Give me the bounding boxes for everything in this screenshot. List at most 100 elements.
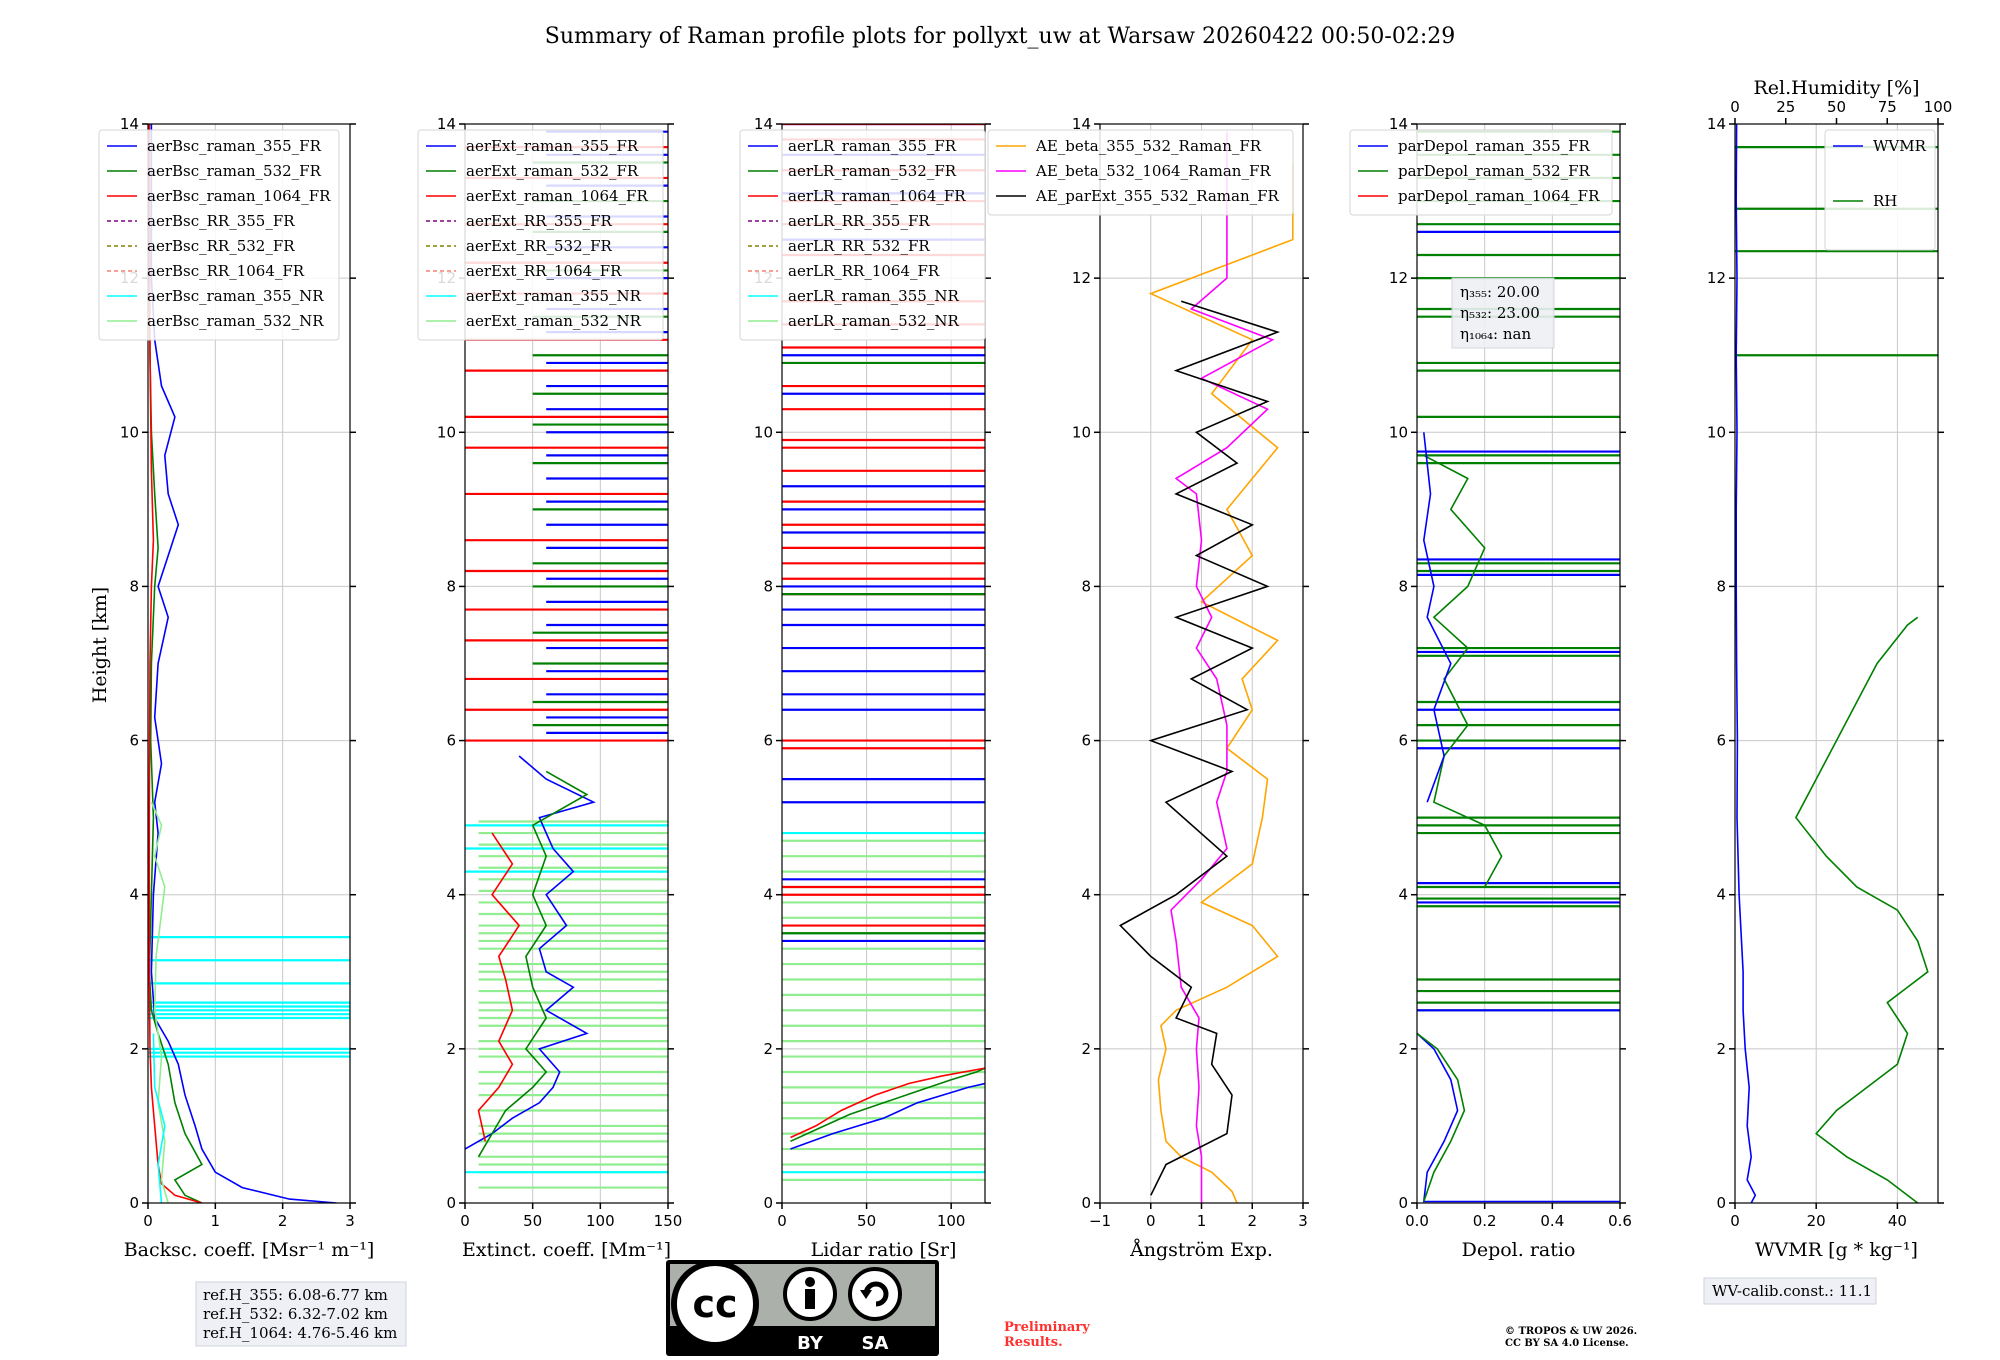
- y-tick-label: 2: [129, 1040, 139, 1058]
- legend-box: [987, 129, 1294, 216]
- legend-label: aerExt_RR_532_FR: [466, 237, 613, 255]
- wv-calib-box: WV-calib.const.: 11.1: [1703, 1277, 1877, 1305]
- legend-label: RH: [1873, 192, 1897, 210]
- legend-label: aerLR_raman_532_NR: [788, 312, 959, 330]
- y-tick-label: 12: [1389, 269, 1408, 287]
- series-line-parDepol_raman_355_FR_upper: [1422, 432, 1452, 803]
- legend: aerExt_raman_355_FR aerExt_raman_532_FRae…: [417, 129, 664, 341]
- series-line-aerExt_raman_355_FR: [465, 755, 596, 1150]
- plot-area: [148, 124, 350, 1203]
- y-tick-label: 6: [1716, 732, 1726, 750]
- series-line-RH: [1794, 616, 1929, 1203]
- legend-label: parDepol_raman_1064_FR: [1398, 187, 1600, 205]
- x-tick-label: 2: [1247, 1212, 1257, 1230]
- y-tick-label: 12: [1707, 269, 1726, 287]
- y-tick-label: 4: [1398, 886, 1408, 904]
- y-tick-label: 10: [1072, 423, 1091, 441]
- y-tick-label: 8: [129, 577, 139, 595]
- series-line-AE_beta_532_1064_Raman_FR: [1170, 131, 1275, 1203]
- copyright-note: © TROPOS & UW 2026. CC BY SA 4.0 License…: [1505, 1326, 1637, 1349]
- y-tick-label: 6: [1398, 732, 1408, 750]
- legend-box: [98, 129, 340, 341]
- eta-355: η₃₅₅: 20.00: [1460, 283, 1540, 301]
- y-tick-label: 6: [1081, 732, 1091, 750]
- y-tick-label: 14: [437, 115, 456, 133]
- series-line-aerBsc_raman_355_NR: [152, 1033, 166, 1203]
- legend-label: aerBsc_RR_355_FR: [147, 212, 295, 230]
- y-tick-label: 14: [1072, 115, 1091, 133]
- plot-area: [1118, 131, 1294, 1203]
- legend-label: aerLR_raman_355_NR: [788, 287, 959, 305]
- series-line-parDepol_raman_532_FR_upper: [1423, 454, 1503, 888]
- x-tick-label: 20: [1807, 1212, 1826, 1230]
- ref-height-355: ref.H_355: 6.08-6.77 km: [203, 1286, 388, 1304]
- x-axis-label: Depol. ratio: [1462, 1239, 1576, 1261]
- legend-label: aerExt_raman_532_NR: [466, 312, 642, 330]
- x-tick-label: 0: [143, 1212, 153, 1230]
- series-line-aerLR_raman_1064_FR: [790, 1067, 985, 1139]
- ref-height-box: ref.H_355: 6.08-6.77 km ref.H_532: 6.32-…: [195, 1281, 407, 1347]
- eta-1064: η₁₀₆₄: nan: [1460, 325, 1531, 343]
- y-tick-label: 8: [446, 577, 456, 595]
- x-tick-label: 3: [1298, 1212, 1308, 1230]
- axes-frame: [781, 123, 986, 1204]
- series-line-aerBsc_raman_355_FR: [150, 124, 337, 1203]
- series-line-WVMR: [1735, 124, 1757, 1203]
- panel-extinction: 02468101214050100150Extinct. coeff. [Mm⁻…: [417, 115, 682, 1261]
- copyright-line1: © TROPOS & UW 2026.: [1505, 1326, 1637, 1337]
- y-tick-label: 8: [1081, 577, 1091, 595]
- legend-box: [417, 129, 664, 341]
- x-tick-label: 0.0: [1405, 1212, 1429, 1230]
- legend-label: aerBsc_raman_355_NR: [147, 287, 324, 305]
- top-x-axis-label: Rel.Humidity [%]: [1753, 77, 1919, 99]
- x-tick-label: 0: [1146, 1212, 1156, 1230]
- series-line-aerExt_raman_532_FR: [477, 770, 589, 1158]
- legend-label: WVMR: [1873, 137, 1927, 155]
- y-tick-label: 12: [1072, 269, 1091, 287]
- y-tick-label: 4: [446, 886, 456, 904]
- x-axis-label: Extinct. coeff. [Mm⁻¹]: [462, 1239, 671, 1261]
- figure-title: Summary of Raman profile plots for polly…: [545, 24, 1455, 49]
- series-line-aerBsc_raman_532_NR: [150, 801, 169, 1203]
- legend-label: aerExt_RR_1064_FR: [466, 262, 622, 280]
- y-tick-label: 10: [754, 423, 773, 441]
- y-tick-label: 6: [763, 732, 773, 750]
- top-x-tick-label: 100: [1924, 98, 1953, 116]
- x-tick-label: 2: [278, 1212, 288, 1230]
- legend-label: aerBsc_raman_1064_FR: [147, 187, 331, 205]
- series-line-parDepol_raman_532_FR: [1417, 1032, 1466, 1202]
- x-tick-label: 0.2: [1473, 1212, 1497, 1230]
- panel-depolarization: 0 2 4 6 8 10 12 14 0.0 0.2 0.4 0.6 Depol. ratio parDe…: [1349, 115, 1632, 1261]
- cc-icon-label: cc: [692, 1282, 737, 1326]
- series-line-parDepol_raman_355_FR: [1417, 1032, 1620, 1203]
- y-tick-label: 0: [446, 1194, 456, 1212]
- x-axis-label: Lidar ratio [Sr]: [811, 1239, 957, 1261]
- legend-label: aerLR_RR_532_FR: [788, 237, 930, 255]
- x-axis-label: Ångström Exp.: [1129, 1239, 1273, 1261]
- legend-label: aerBsc_RR_532_FR: [147, 237, 295, 255]
- y-tick-label: 4: [1081, 886, 1091, 904]
- panel-lidar-ratio: 02468101214050100Lidar ratio [Sr]aerLR_r…: [739, 115, 991, 1261]
- y-tick-label: 4: [763, 886, 773, 904]
- x-tick-label: 0: [460, 1212, 470, 1230]
- legend-label: aerBsc_raman_532_FR: [147, 162, 322, 180]
- y-tick-label: 8: [1398, 577, 1408, 595]
- legend-label: aerLR_RR_1064_FR: [788, 262, 940, 280]
- x-tick-label: 0.4: [1540, 1212, 1564, 1230]
- panel-backscatter: 024681012140123Backsc. coeff. [Msr⁻¹ m⁻¹…: [98, 115, 374, 1261]
- x-axis-label: WVMR [g * kg⁻¹]: [1755, 1239, 1918, 1261]
- ref-height-532: ref.H_532: 6.32-7.02 km: [203, 1305, 388, 1323]
- legend-box: [739, 129, 986, 341]
- legend-label: aerBsc_raman_355_FR: [147, 137, 322, 155]
- legend-label: aerLR_raman_532_FR: [788, 162, 957, 180]
- preliminary-note: Preliminary Results.: [1004, 1320, 1090, 1350]
- y-tick-label: 2: [446, 1040, 456, 1058]
- x-tick-label: 50: [523, 1212, 542, 1230]
- y-tick-label: 2: [1398, 1040, 1408, 1058]
- ref-height-1064: ref.H_1064: 4.76-5.46 km: [203, 1324, 397, 1342]
- wv-calib-const: WV-calib.const.: 11.1: [1712, 1282, 1872, 1300]
- y-tick-label: 14: [754, 115, 773, 133]
